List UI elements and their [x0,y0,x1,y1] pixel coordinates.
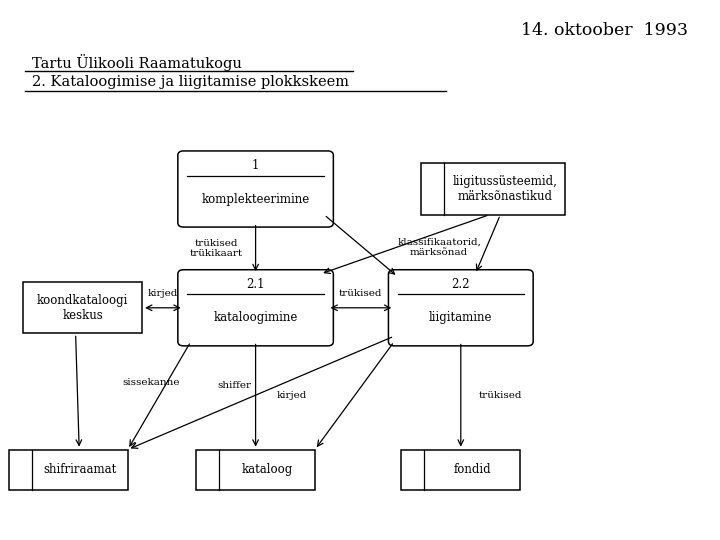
Text: liigitussüsteemid,
märksõnastikud: liigitussüsteemid, märksõnastikud [452,175,557,203]
Text: liigitamine: liigitamine [429,312,492,325]
Text: kirjed: kirjed [148,289,178,298]
Text: trükised: trükised [479,391,522,400]
FancyBboxPatch shape [178,270,333,346]
Text: shiffer: shiffer [217,381,251,390]
Text: kataloog: kataloog [241,463,293,476]
Text: kirjed: kirjed [276,391,307,400]
Text: 2. Kataloogimise ja liigitamise plokkskeem: 2. Kataloogimise ja liigitamise plokkske… [32,75,349,89]
Bar [421,163,565,214]
Text: Tartu Ülikooli Raamatukogu: Tartu Ülikooli Raamatukogu [32,54,242,71]
Text: trükised: trükised [339,289,382,298]
Bar [196,449,315,490]
Bar [9,449,128,490]
Bar [402,449,521,490]
Text: klassifikaatorid,
märksõnad: klassifikaatorid, märksõnad [397,238,481,256]
Text: 14. oktoober  1993: 14. oktoober 1993 [521,22,688,38]
Text: 1: 1 [252,159,259,172]
Text: shifriraamat: shifriraamat [43,463,117,476]
Text: trükised
trükikaart: trükised trükikaart [189,239,243,258]
Text: komplekteerimine: komplekteerimine [202,193,310,206]
Text: koondkataloogi
keskus: koondkataloogi keskus [37,294,128,322]
Bar [23,282,143,333]
FancyBboxPatch shape [178,151,333,227]
Text: sissekanne: sissekanne [122,377,180,387]
Text: 2.1: 2.1 [246,278,265,291]
Text: fondid: fondid [454,463,491,476]
Text: kataloogimine: kataloogimine [213,312,298,325]
Text: 2.2: 2.2 [451,278,470,291]
FancyBboxPatch shape [389,270,533,346]
